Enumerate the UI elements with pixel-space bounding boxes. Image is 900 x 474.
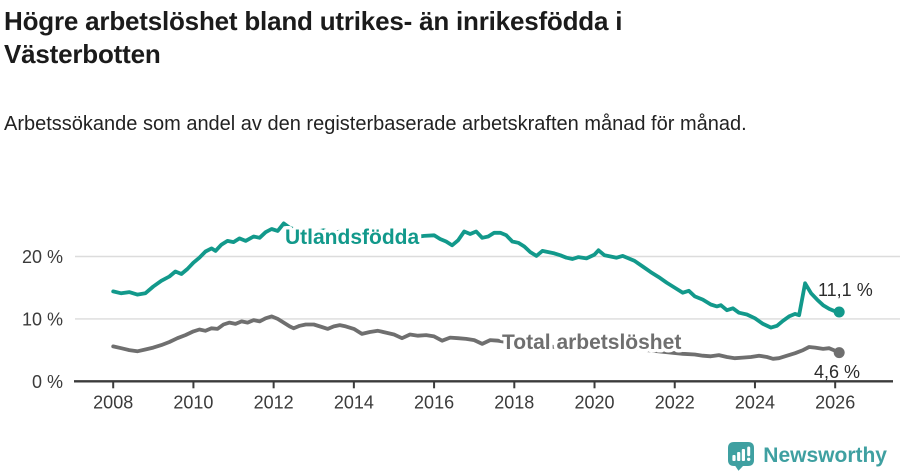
series-line-utlandsfodda [111,221,842,330]
newsworthy-logo-icon [728,442,755,471]
end-value-label-utlandsfodda: 11,1 % [818,280,873,300]
x-tick-label: 2024 [735,392,775,412]
chart-area: 0 % 10 % 20 % 2008 2010 2012 2014 2016 2018 2020… [0,190,900,435]
y-tick-label: 0 % [32,372,63,392]
axis-layer: 2008 2010 2012 2014 2016 2018 2020 2022 2024 2026 [74,380,893,412]
chart-header: Högre arbetslöshet bland utrikes- än inr… [4,5,890,140]
x-tick-label: 2026 [815,392,855,412]
gridlines-layer: 0 % 10 % 20 % [22,247,900,392]
brand-footer: Newsworthy [727,440,887,472]
newsworthy-brand-name: Newsworthy [763,444,887,467]
y-tick-label: 20 % [22,247,63,267]
series-layer [111,221,845,361]
series-end-dot-utlandsfodda [833,306,845,318]
series-label-utlandsfodda: Utlandsfödda [285,226,419,249]
y-tick-label: 10 % [22,309,63,329]
series-line-total [111,314,842,361]
end-value-label-total: 4,6 % [814,362,860,382]
unemployment-line-chart: 0 % 10 % 20 % 2008 2010 2012 2014 2016 2018 2020… [22,221,900,412]
x-tick-label: 2020 [574,392,614,412]
x-tick-label: 2018 [494,392,534,412]
page-title: Högre arbetslöshet bland utrikes- än inr… [4,6,623,69]
x-tick-label: 2022 [655,392,695,412]
chart-subtitle: Arbetssökande som andel av den registerb… [4,113,747,135]
labels-layer: Utlandsfödda Total arbetslöshet 11,1 % 4… [282,223,873,383]
x-tick-label: 2016 [414,392,454,412]
x-tick-label: 2010 [173,392,213,412]
series-end-dot-total [833,347,845,359]
x-tick-label: 2012 [254,392,294,412]
series-label-total-arbetsloshet: Total arbetslöshet [502,331,681,354]
x-tick-label: 2014 [334,392,374,412]
x-tick-label: 2008 [93,392,133,412]
